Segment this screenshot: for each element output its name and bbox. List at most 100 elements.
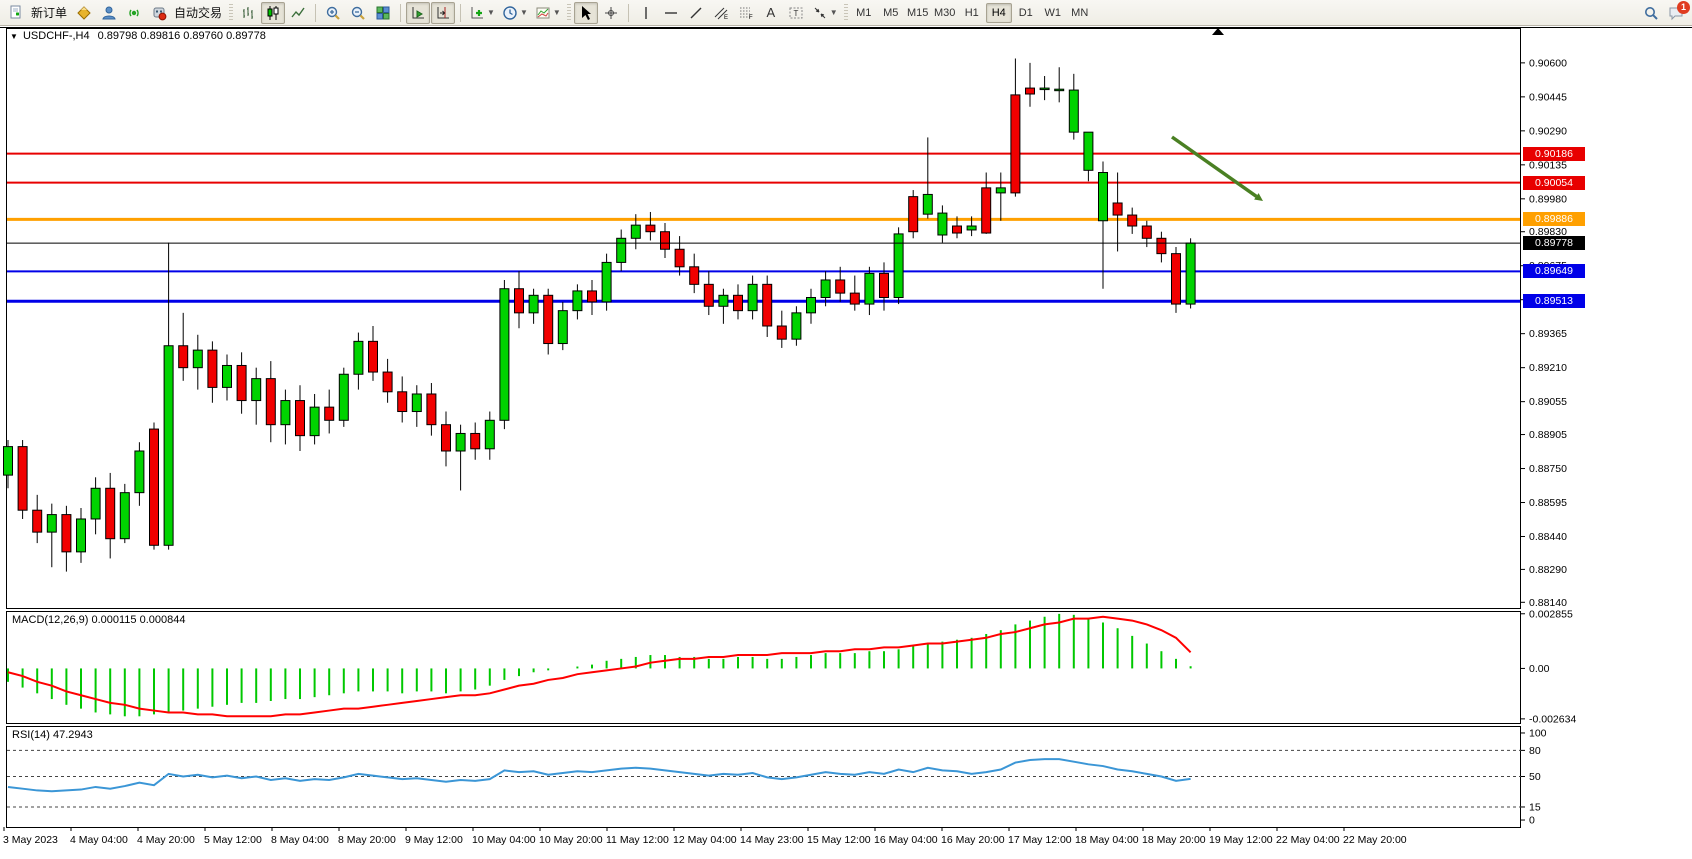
horizontal-line-tool-button[interactable]	[659, 2, 683, 24]
time-axis[interactable]: 3 May 2023 4 May 04:00 4 May 20:00 5 May 12…	[3, 827, 1407, 846]
timeframe-m1-button[interactable]: M1	[856, 6, 872, 19]
price-tag-0.89649: 0.89649	[1523, 264, 1585, 279]
periods-button[interactable]: ▼	[499, 2, 531, 24]
zoom-out-button[interactable]	[346, 2, 370, 24]
zoom-in-icon	[326, 6, 340, 20]
arrow-object[interactable]	[1170, 135, 1263, 201]
toolbar-separator	[460, 3, 462, 22]
timeframe-h1-button[interactable]: H1	[964, 6, 979, 19]
community-button[interactable]	[97, 2, 121, 24]
fibonacci-icon: F	[739, 7, 753, 21]
macd-indicator-label: MACD(12,26,9) 0.000115 0.000844	[12, 614, 186, 626]
svg-text:0.89830: 0.89830	[1529, 226, 1567, 238]
tile-windows-button[interactable]	[371, 2, 395, 24]
chevron-down-icon: ▼	[552, 8, 561, 17]
svg-text:0.89365: 0.89365	[1529, 328, 1567, 340]
notifications-button[interactable]: 1	[1664, 0, 1690, 24]
fibonacci-tool-button[interactable]: F	[734, 2, 758, 24]
horizontal-line-icon	[664, 11, 677, 14]
template-icon	[536, 7, 550, 18]
indicators-button[interactable]: ▼	[466, 2, 498, 24]
timeframe-m30-button[interactable]: M30	[934, 6, 956, 19]
svg-text:18 May 04:00: 18 May 04:00	[1075, 834, 1139, 846]
chevron-down-icon: ▼	[519, 8, 528, 17]
timeframe-h4-button[interactable]: H4	[985, 2, 1012, 23]
crosshair-button[interactable]	[599, 2, 623, 24]
price-axis[interactable]: 0.90600 0.90445 0.90290 0.90135 0.89980 0.898…	[1521, 57, 1576, 827]
arrows-tool-button[interactable]: ▼	[809, 2, 841, 24]
search-icon	[1645, 6, 1658, 20]
text-tool-button[interactable]: A	[759, 2, 783, 24]
market-watch-button[interactable]	[72, 2, 96, 24]
svg-text:0.89980: 0.89980	[1529, 193, 1567, 205]
price-tag-0.90186: 0.90186	[1523, 146, 1585, 161]
chart-canvas[interactable]: 0.90600 0.90445 0.90290 0.90135 0.89980 0.898…	[0, 26, 1692, 859]
chevron-down-icon: ▼	[829, 8, 838, 17]
timeframe-m15-button[interactable]: M15	[907, 6, 929, 19]
timeframe-d1-button[interactable]: D1	[1018, 6, 1033, 19]
trendline-tool-button[interactable]	[684, 2, 708, 24]
new-order-button[interactable]	[4, 2, 28, 24]
chart-window: 0.90600 0.90445 0.90290 0.90135 0.89980 0.898…	[0, 26, 1692, 859]
svg-text:16 May 20:00: 16 May 20:00	[941, 834, 1005, 846]
collapse-triangle-icon[interactable]: ▼	[10, 32, 18, 41]
subwindow-arrow-icon[interactable]	[1212, 28, 1224, 35]
chart-shift-button[interactable]	[431, 1, 456, 24]
chart-title: ▼ USDCHF-,H4 0.89798 0.89816 0.89760 0.8…	[10, 30, 266, 42]
text-label-tool-button[interactable]: T	[784, 2, 808, 24]
svg-text:4 May 20:00: 4 May 20:00	[137, 834, 195, 846]
price-tag-0.90054: 0.90054	[1523, 175, 1585, 190]
svg-text:0.90290: 0.90290	[1529, 125, 1567, 137]
clock-icon	[503, 5, 517, 20]
channel-icon: E	[714, 7, 728, 21]
text-tool-icon: A	[766, 5, 776, 20]
line-chart-icon	[291, 7, 305, 17]
cursor-button[interactable]	[573, 1, 598, 24]
horizontal-line-objects[interactable]	[7, 152, 1520, 303]
bar-chart-button[interactable]	[236, 2, 260, 24]
candles	[3, 58, 1196, 572]
zoom-in-button[interactable]	[321, 2, 345, 24]
new-order-label[interactable]: 新订单	[31, 6, 68, 20]
svg-text:0.89210: 0.89210	[1529, 362, 1567, 374]
ohlc-values: 0.89798 0.89816 0.89760 0.89778	[97, 30, 266, 42]
svg-text:0.90135: 0.90135	[1529, 159, 1567, 171]
svg-text:18 May 20:00: 18 May 20:00	[1142, 834, 1206, 846]
templates-button[interactable]: ▼	[532, 2, 564, 24]
vertical-line-tool-button[interactable]	[634, 2, 658, 24]
new-order-icon	[10, 5, 21, 18]
cursor-icon	[581, 5, 591, 20]
macd-pane-border	[6, 611, 1521, 724]
autotrade-icon	[153, 7, 167, 20]
price-tag-0.89886: 0.89886	[1523, 212, 1585, 227]
person-icon	[102, 6, 116, 19]
svg-text:T: T	[793, 9, 798, 18]
timeframe-m5-button[interactable]: M5	[883, 6, 899, 19]
signals-button[interactable]	[122, 2, 146, 24]
svg-text:15: 15	[1529, 801, 1541, 813]
price-tag-0.89513: 0.89513	[1523, 294, 1585, 309]
svg-text:0.90445: 0.90445	[1529, 91, 1567, 103]
svg-text:16 May 04:00: 16 May 04:00	[874, 834, 938, 846]
svg-text:-0.002634: -0.002634	[1529, 713, 1576, 725]
svg-text:100: 100	[1529, 727, 1547, 739]
svg-text:9 May 12:00: 9 May 12:00	[405, 834, 463, 846]
timeframe-w1-button[interactable]: W1	[1044, 6, 1061, 19]
autotrade-label[interactable]: 自动交易	[174, 6, 223, 20]
timeframe-mn-button[interactable]: MN	[1071, 6, 1089, 19]
signal-icon	[129, 9, 139, 16]
svg-text:10 May 20:00: 10 May 20:00	[539, 834, 603, 846]
candlestick-chart-button[interactable]	[261, 1, 286, 24]
macd-pane	[7, 613, 1192, 718]
autotrade-button[interactable]	[147, 2, 171, 24]
line-chart-button[interactable]	[286, 2, 310, 24]
rsi-line	[7, 758, 1191, 793]
gold-icon	[77, 5, 91, 20]
search-button[interactable]	[1639, 2, 1663, 24]
chevron-down-icon: ▼	[487, 8, 495, 17]
svg-text:4 May 04:00: 4 May 04:00	[70, 834, 128, 846]
svg-text:15 May 12:00: 15 May 12:00	[807, 834, 871, 846]
channel-tool-button[interactable]: E	[709, 2, 733, 24]
auto-scroll-button[interactable]	[406, 1, 431, 24]
